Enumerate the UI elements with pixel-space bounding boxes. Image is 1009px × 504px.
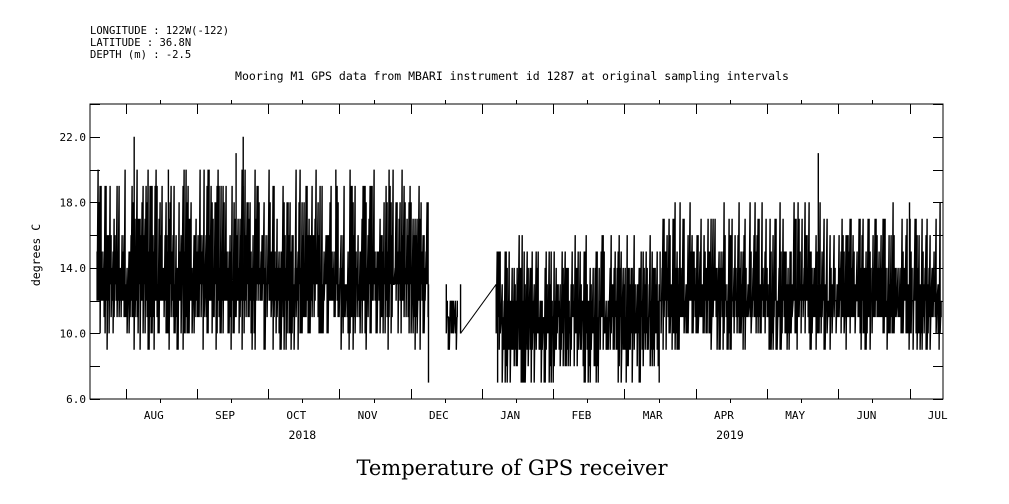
x-month-label: AUG — [144, 409, 164, 422]
x-month-label: JAN — [500, 409, 520, 422]
depth-label: DEPTH (m) : -2.5 — [90, 49, 192, 61]
latitude-label: LATITUDE : 36.8N — [90, 37, 192, 49]
chart-subtitle: Temperature of GPS receiver — [356, 456, 668, 480]
x-month-label: APR — [714, 409, 734, 422]
x-month-label: MAY — [785, 409, 805, 422]
x-year-label: 2019 — [716, 428, 744, 442]
gap-line — [460, 283, 497, 334]
longitude-label: LONGITUDE : 122W(-122) — [90, 25, 230, 37]
y-tick-label: 6.0 — [66, 393, 86, 406]
chart-title: Mooring M1 GPS data from MBARI instrumen… — [235, 69, 789, 83]
y-tick-label: 18.0 — [60, 196, 87, 209]
y-tick-label: 10.0 — [60, 327, 87, 340]
x-month-label: NOV — [358, 409, 378, 422]
y-axis-label: degrees C — [29, 224, 43, 286]
y-tick-label: 14.0 — [60, 262, 87, 275]
x-month-label: MAR — [643, 409, 663, 422]
x-year-label: 2018 — [289, 428, 317, 442]
y-tick-label: 22.0 — [60, 131, 87, 144]
x-month-label: JUL — [928, 409, 948, 422]
series-trace — [96, 169, 942, 383]
x-month-label: OCT — [286, 409, 306, 422]
x-month-label: FEB — [571, 409, 591, 422]
x-month-label: DEC — [429, 409, 449, 422]
x-month-label: SEP — [215, 409, 235, 422]
x-month-label: JUN — [857, 409, 877, 422]
